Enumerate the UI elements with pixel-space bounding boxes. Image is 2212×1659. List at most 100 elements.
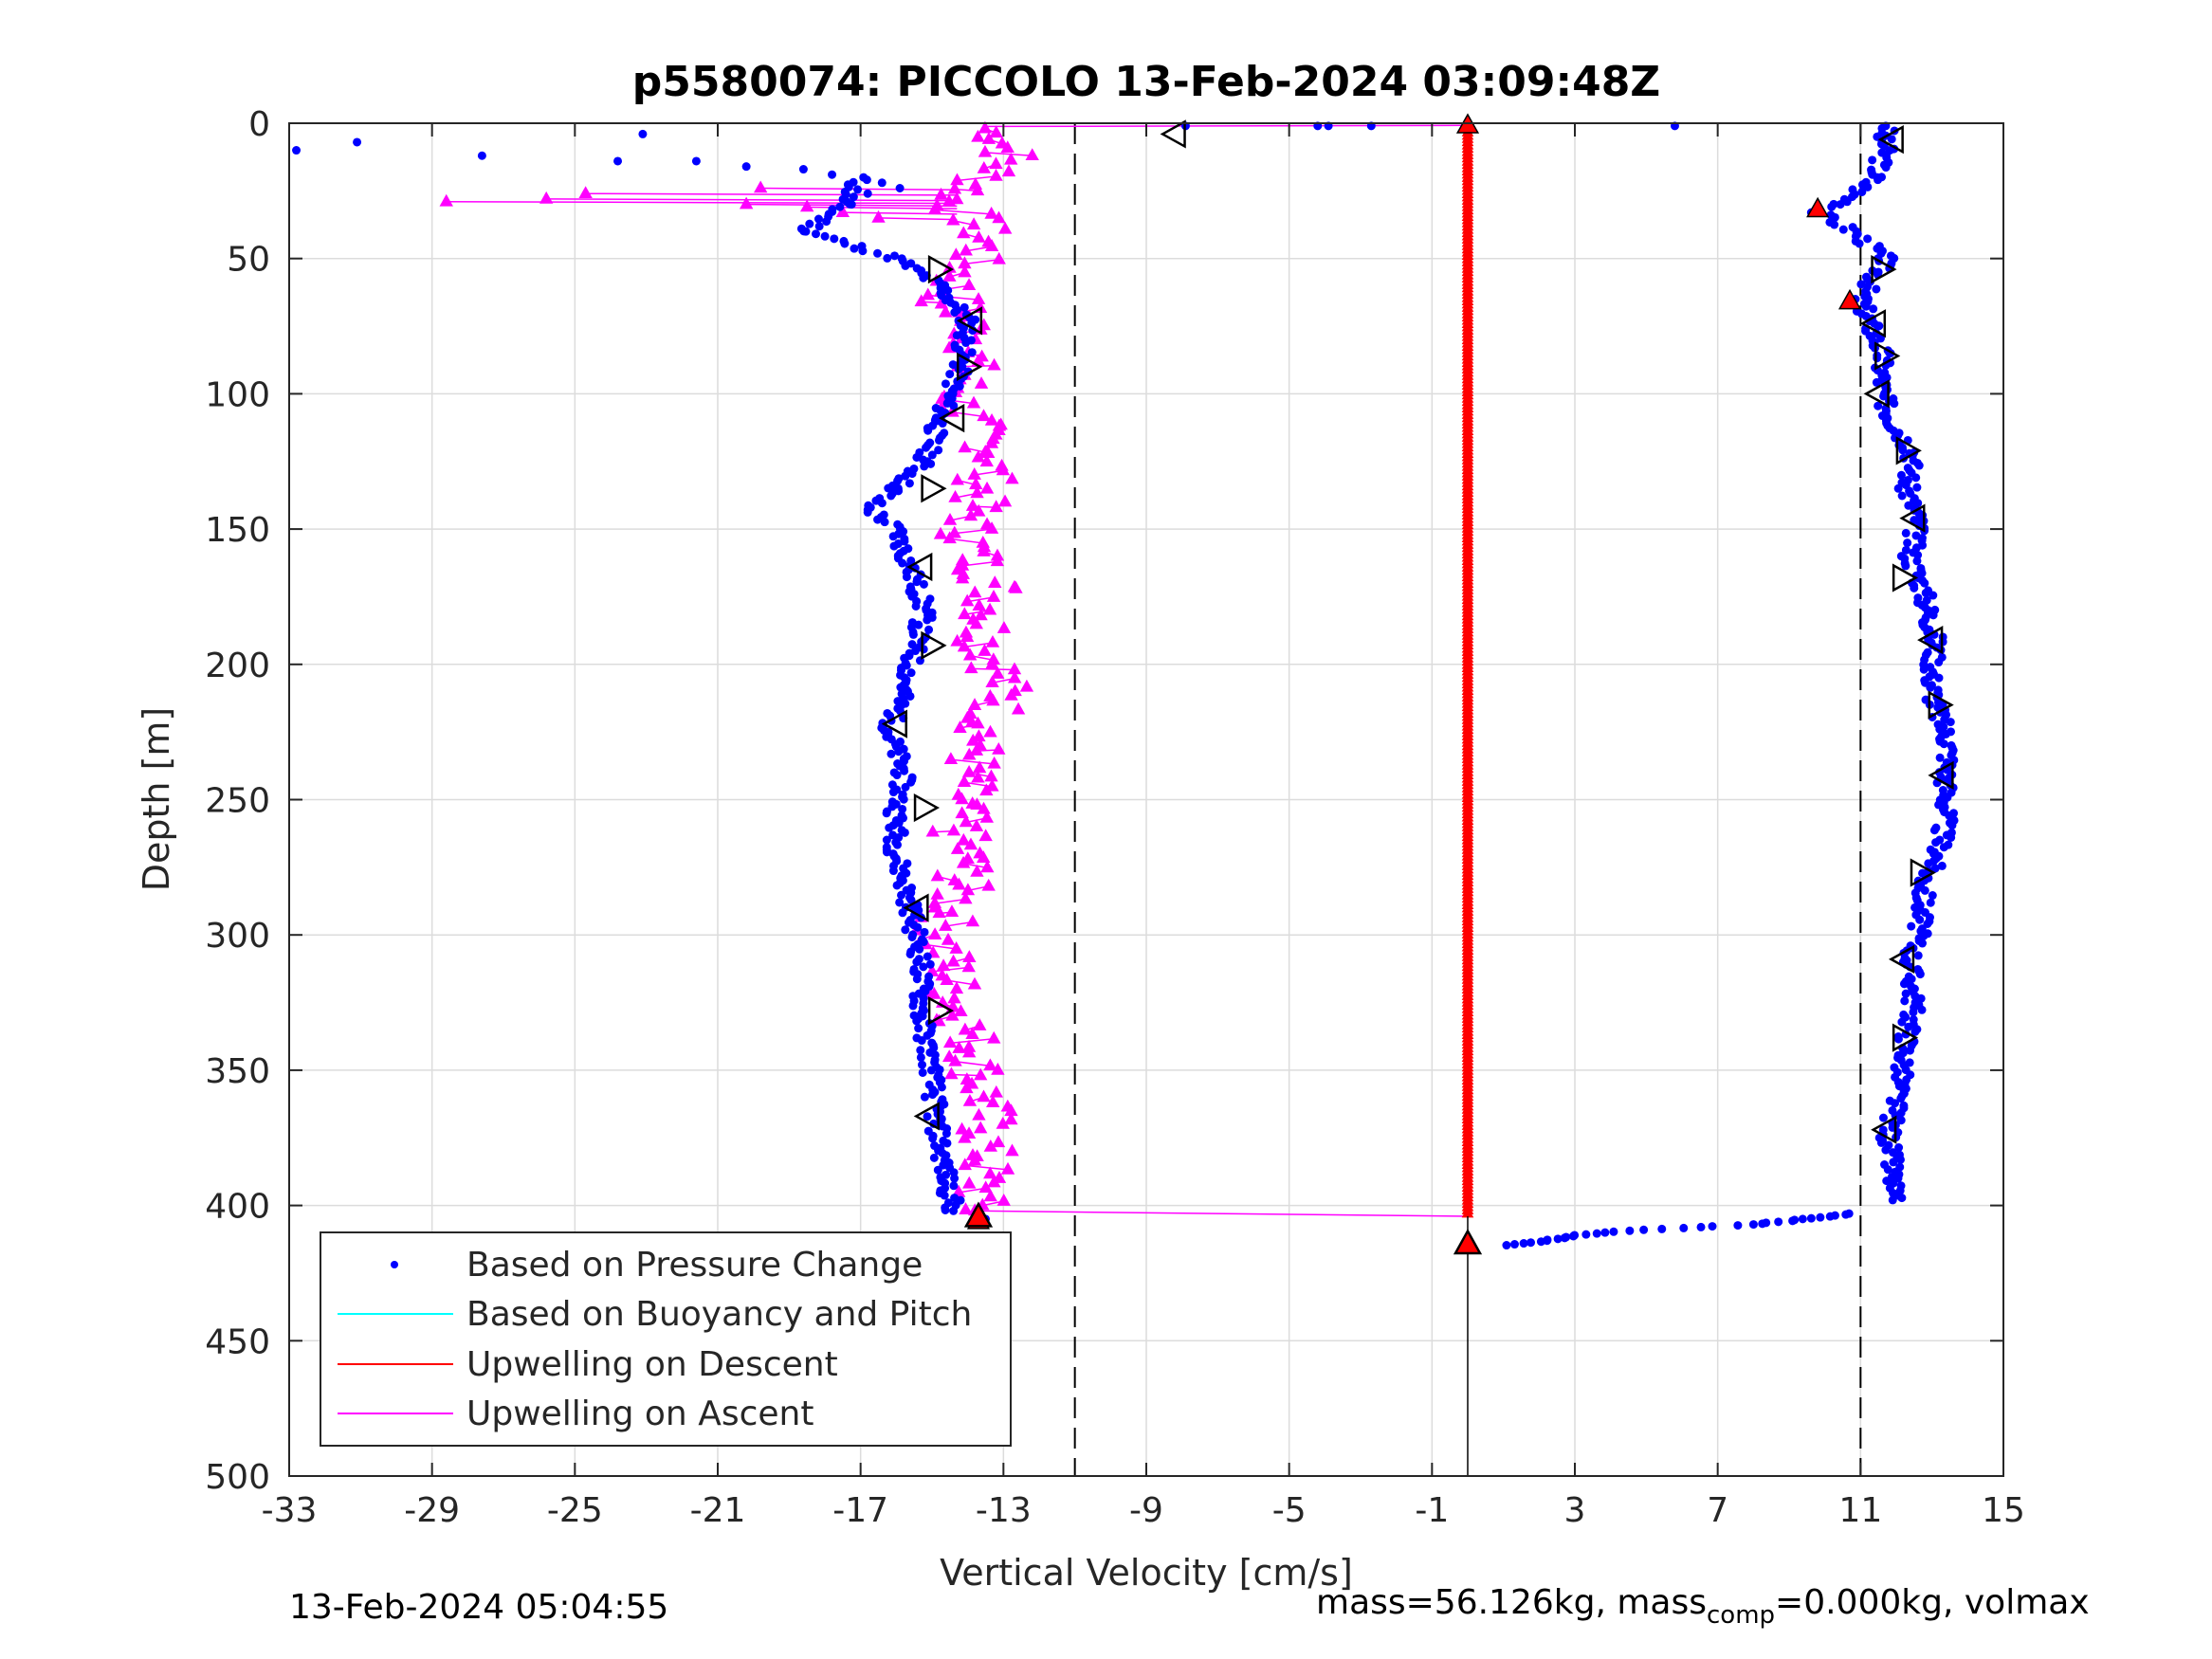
ascent-upwelling-point	[947, 991, 961, 1004]
pressure-velocity-point	[1901, 561, 1910, 571]
ascent-upwelling-point	[963, 508, 978, 521]
ascent-upwelling-point	[979, 783, 994, 796]
ascent-upwelling-point	[971, 449, 986, 463]
pressure-velocity-point	[1897, 1017, 1907, 1027]
pressure-velocity-point	[814, 222, 824, 231]
pressure-velocity-point	[901, 261, 910, 270]
pressure-velocity-point	[873, 248, 883, 258]
pressure-velocity-point	[923, 952, 932, 961]
ascent-connector-line	[964, 1164, 1009, 1171]
legend-marker-pressure	[391, 1261, 398, 1268]
pressure-velocity-point	[908, 1001, 918, 1011]
pressure-velocity-point	[1920, 885, 1929, 895]
ascent-upwelling-point	[539, 191, 554, 204]
ascent-upwelling-point	[960, 883, 976, 896]
ascent-upwelling-point	[962, 950, 977, 962]
pressure-velocity-point	[1947, 832, 1956, 842]
pressure-velocity-point	[1875, 334, 1885, 343]
ascent-connector-line	[974, 469, 1003, 476]
pressure-velocity-point	[1896, 1116, 1906, 1125]
ascent-connector-line	[934, 209, 992, 215]
ascent-upwelling-point	[1004, 687, 1018, 701]
ascent-upwelling-point	[1011, 702, 1026, 715]
ascent-upwelling-point	[1019, 679, 1034, 692]
ascent-upwelling-point	[959, 243, 973, 256]
pressure-velocity-point	[862, 175, 871, 185]
pressure-velocity-point	[950, 1174, 960, 1183]
mass-suffix: =0.000kg, volmax	[1775, 1583, 2090, 1622]
ascent-upwelling-point	[986, 1095, 1000, 1107]
ascent-upwelling-point	[971, 716, 985, 729]
grid-lines	[288, 122, 2004, 1477]
pressure-velocity-point	[1881, 163, 1891, 173]
pressure-velocity-point	[952, 331, 961, 340]
pressure-velocity-point	[1609, 1227, 1618, 1236]
pressure-velocity-point	[1855, 239, 1864, 248]
ascent-upwelling-point	[972, 230, 986, 243]
y-tick-label: 300	[205, 917, 270, 956]
pressure-velocity-point	[919, 579, 928, 589]
pressure-velocity-point	[741, 162, 751, 172]
ascent-connector-line	[963, 642, 994, 648]
ascent-upwelling-point	[1001, 164, 1016, 177]
pressure-velocity-point	[918, 1060, 927, 1069]
y-tick-label: 350	[205, 1052, 270, 1091]
ascent-upwelling-point	[986, 590, 1001, 602]
pressure-velocity-point	[926, 459, 936, 468]
pressure-velocity-point	[888, 866, 898, 876]
pressure-velocity-point	[830, 234, 839, 244]
pressure-velocity-point	[1679, 1223, 1689, 1232]
ascent-upwelling-point	[989, 168, 1003, 181]
ascent-upwelling-point	[949, 981, 964, 994]
triangle-marker	[903, 893, 929, 922]
pressure-velocity-point	[847, 200, 856, 210]
ascent-upwelling-point	[970, 485, 984, 499]
ascent-upwelling-point	[1009, 580, 1023, 593]
pressure-velocity-point	[1893, 1034, 1903, 1044]
triangle-marker	[1874, 341, 1901, 371]
ascent-upwelling-point	[947, 181, 962, 194]
pressure-velocity-point	[923, 615, 932, 625]
pressure-velocity-point	[1657, 1224, 1667, 1233]
triangle-marker	[963, 1201, 994, 1228]
pressure-velocity-point	[915, 944, 924, 954]
pressure-velocity-point	[850, 244, 859, 253]
pressure-velocity-point	[1836, 200, 1845, 210]
ascent-upwelling-point	[987, 756, 1001, 769]
ascent-upwelling-point	[978, 644, 992, 656]
x-tick-label: -17	[832, 1491, 888, 1530]
pressure-velocity-point	[1926, 898, 1935, 907]
pressure-velocity-point	[1896, 470, 1906, 480]
ascent-upwelling-point	[950, 472, 964, 485]
ascent-upwelling-point	[978, 1180, 993, 1194]
ascent-upwelling-point	[992, 741, 1006, 755]
pressure-velocity-point	[1903, 538, 1912, 548]
triangle-marker	[1899, 503, 1926, 533]
pressure-velocity-point	[1625, 1226, 1635, 1235]
ascent-upwelling-point	[958, 256, 972, 269]
ascent-upwelling-point	[977, 160, 992, 173]
ascent-upwelling-point	[957, 226, 971, 239]
ascent-upwelling-point	[961, 764, 977, 777]
triangle-marker	[1928, 690, 1954, 720]
ascent-upwelling-point	[991, 1062, 1005, 1075]
ascent-upwelling-point	[974, 376, 989, 389]
ascent-upwelling-point	[960, 1081, 974, 1094]
ascent-upwelling-point	[972, 598, 986, 611]
ascent-upwelling-point	[992, 251, 1006, 264]
pressure-velocity-point	[899, 794, 908, 804]
pressure-velocity-point	[907, 932, 917, 941]
ascent-upwelling-point	[959, 814, 974, 828]
ascent-upwelling-point	[983, 1189, 997, 1202]
ascent-upwelling-point	[1025, 148, 1039, 161]
pressure-velocity-point	[923, 1030, 932, 1040]
ascent-upwelling-point	[983, 1166, 997, 1179]
pressure-velocity-point	[1891, 1099, 1900, 1108]
ascent-upwelling-point	[958, 1158, 972, 1171]
pressure-velocity-point	[934, 435, 943, 445]
ascent-upwelling-point	[944, 1066, 959, 1080]
ascent-upwelling-point	[966, 217, 981, 230]
ascent-connector-line	[950, 1038, 995, 1045]
ascent-connector-line	[954, 528, 993, 535]
